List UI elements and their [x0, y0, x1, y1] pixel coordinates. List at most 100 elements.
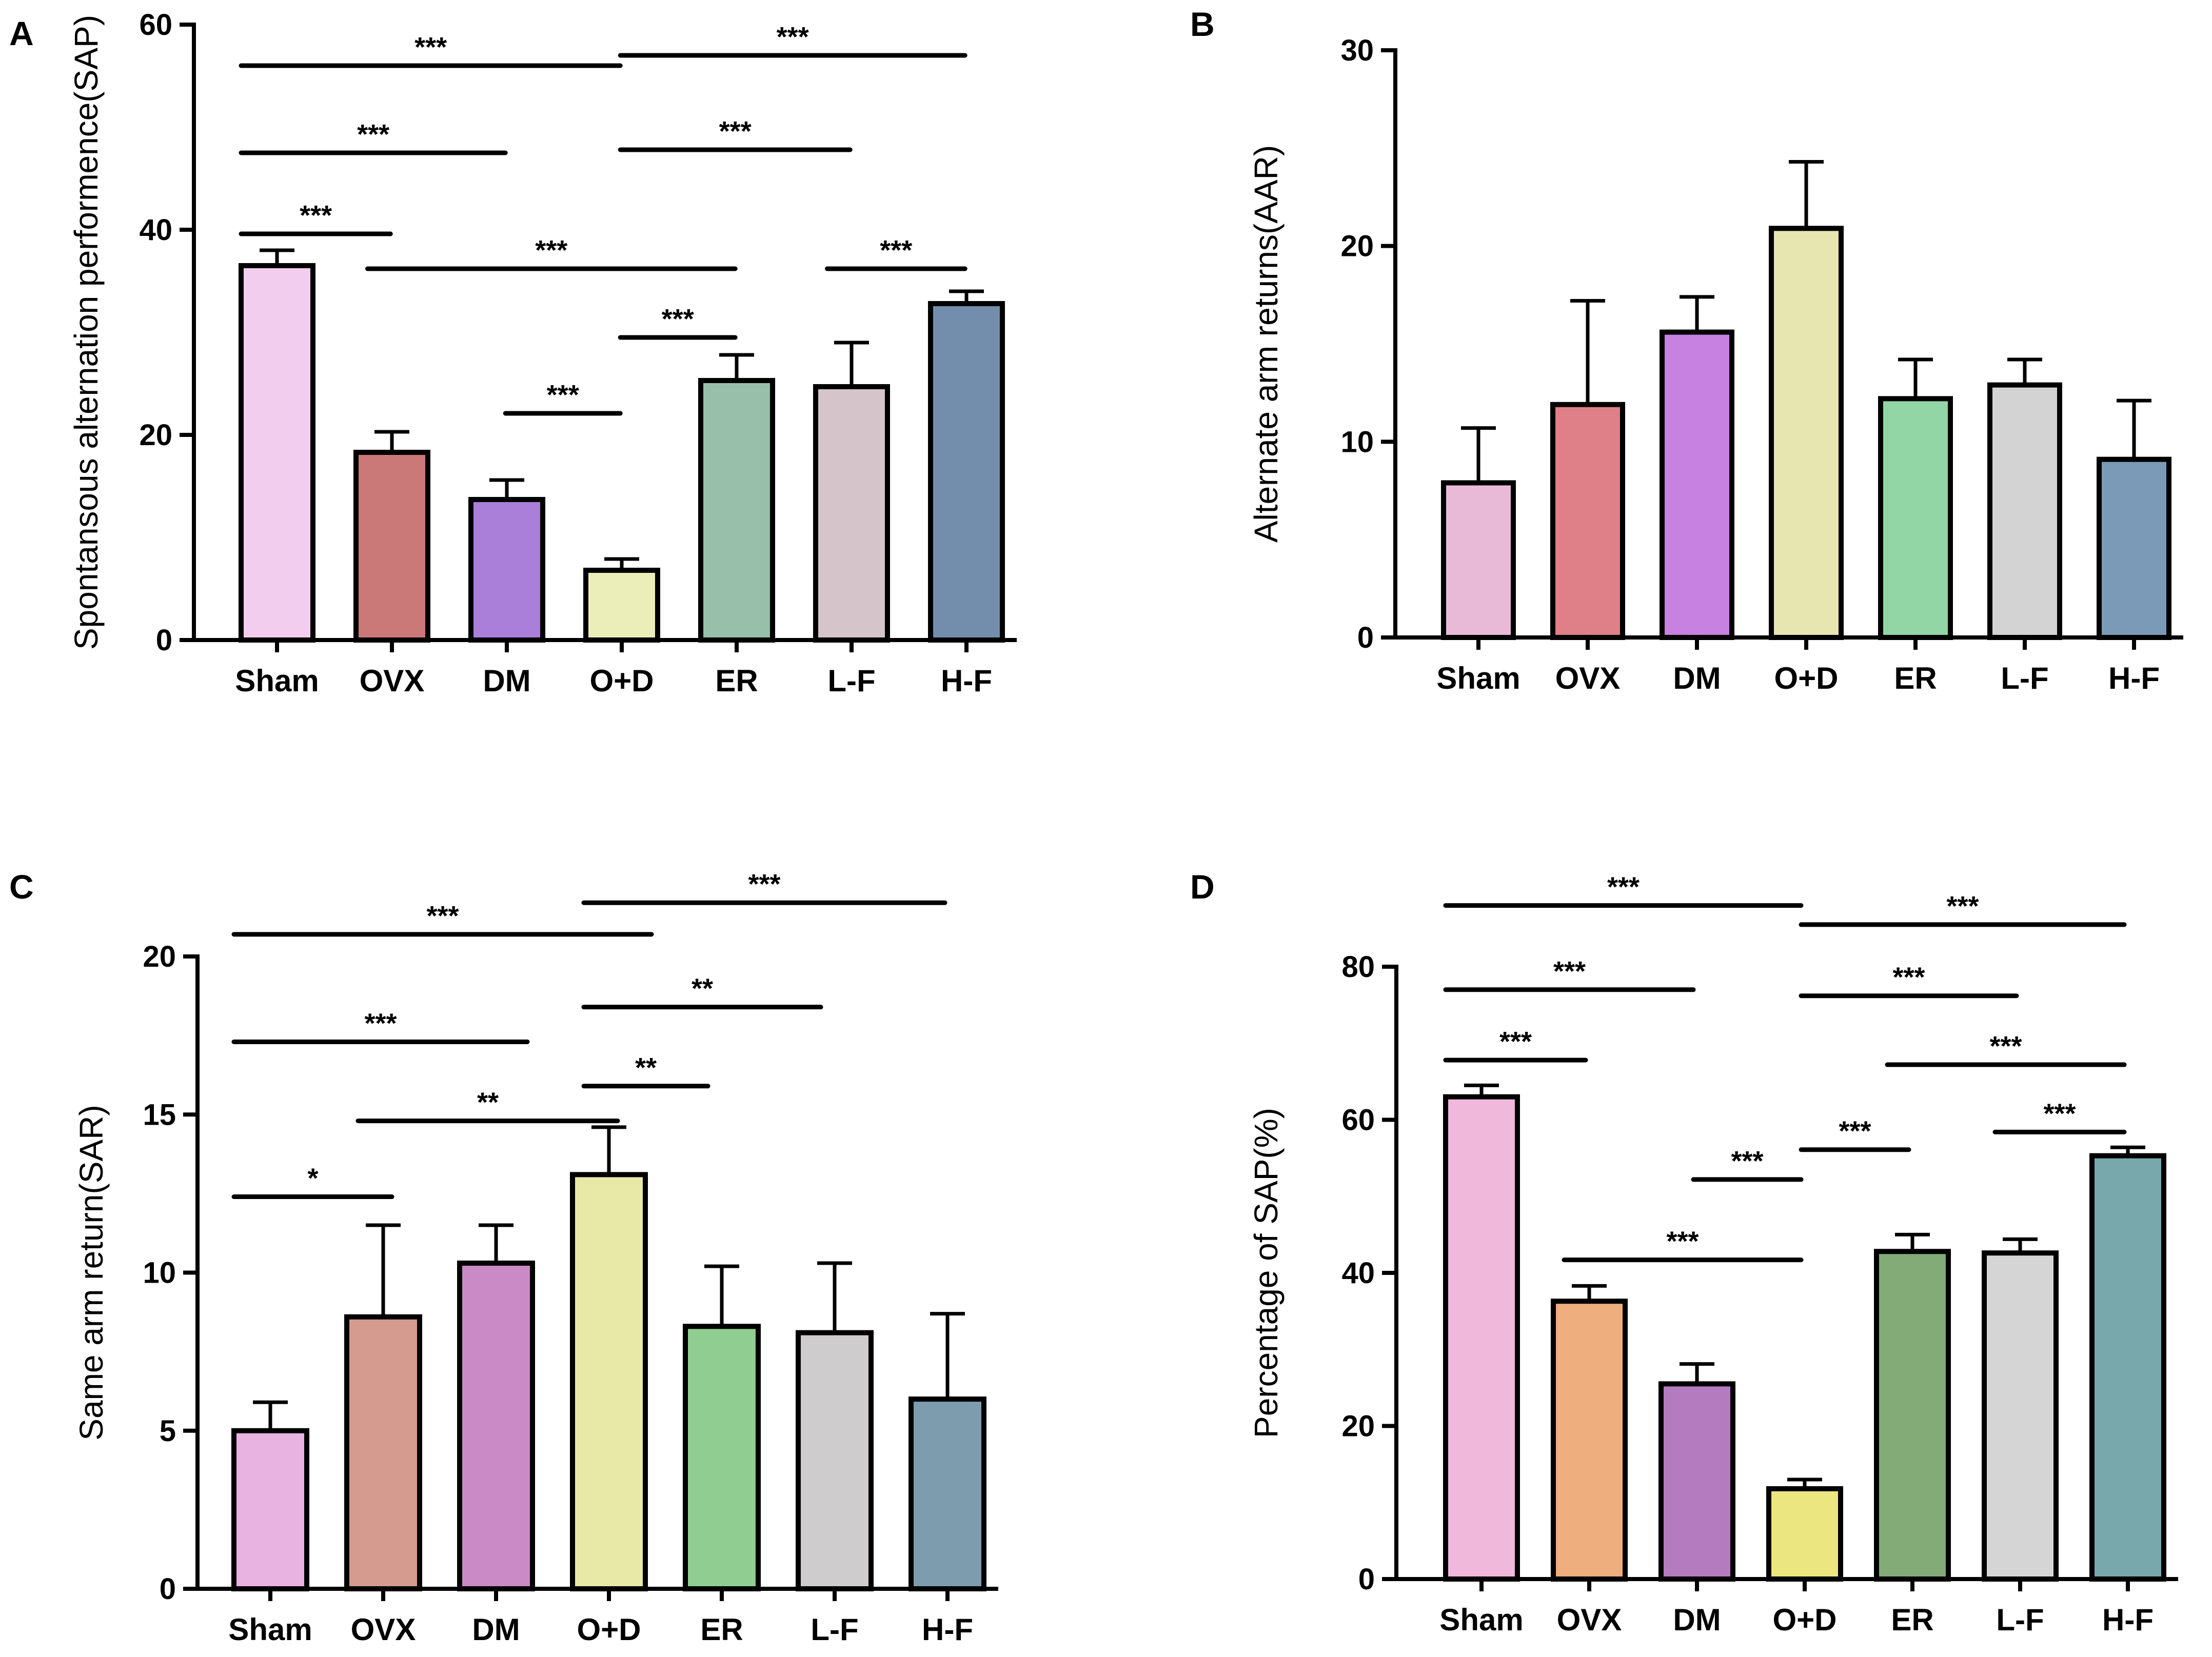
y-tick-label: 20: [139, 418, 172, 452]
x-tick-label: O+D: [1774, 661, 1838, 695]
panel-c: C Same arm return(SAR) 0 5 10 15 20 Sham OVX DM O+…: [9, 868, 998, 1647]
x-tick-label: L-F: [2001, 661, 2048, 695]
y-tick-label: 40: [1341, 1256, 1375, 1290]
y-tick-label: 80: [1341, 950, 1375, 984]
x-tick-label: L-F: [811, 1612, 858, 1647]
x-tick-label: H-F: [941, 664, 992, 698]
bar-o-d: [570, 1172, 648, 1591]
x-tick-label: DM: [1673, 1603, 1721, 1637]
bar-sham: [1441, 480, 1516, 640]
significance-label: ***: [777, 22, 809, 52]
bar-o-d: [1769, 226, 1844, 641]
significance-label: ***: [1607, 872, 1640, 903]
bar-dm: [1660, 329, 1734, 640]
bar-o-d: [1766, 1486, 1843, 1582]
bar-l-f: [813, 384, 890, 643]
significance-label: ***: [535, 235, 567, 266]
y-tick-label: 60: [1341, 1104, 1375, 1137]
x-tick-label: H-F: [2108, 661, 2160, 695]
y-tick-label: 20: [143, 940, 176, 973]
significance-label: ***: [1553, 956, 1586, 987]
panel-b: B Alternate arm returns(AAR) 0 10 20 30 Sham OV…: [1190, 5, 2183, 695]
significance-label: **: [692, 973, 713, 1004]
bar-ovx: [1550, 402, 1625, 640]
significance-label: ***: [880, 235, 912, 266]
x-tick-label: DM: [472, 1612, 520, 1647]
x-tick-label: ER: [715, 664, 758, 698]
x-tick-label: L-F: [1996, 1603, 2044, 1637]
significance-label: ***: [1499, 1026, 1532, 1057]
x-tick-label: O+D: [1772, 1603, 1836, 1637]
bar-dm: [468, 497, 545, 643]
y-tick-label: 15: [143, 1098, 176, 1131]
x-tick-label: ER: [1891, 1603, 1933, 1637]
significance-label: ***: [364, 1008, 397, 1039]
bar-er: [1874, 1249, 1951, 1582]
bar-er: [683, 1324, 761, 1591]
x-tick-label: ER: [700, 1612, 743, 1647]
panel-letter: D: [1190, 868, 1215, 906]
significance-label: ***: [1731, 1146, 1763, 1176]
significance-label: *: [307, 1163, 318, 1194]
bar-er: [1878, 396, 1953, 640]
bar-h-f: [2089, 1153, 2166, 1582]
significance-label: ***: [662, 304, 694, 334]
x-tick-label: H-F: [922, 1612, 973, 1647]
significance-label: ***: [547, 380, 579, 410]
significance-label: ***: [748, 869, 780, 900]
significance-label: ***: [1946, 891, 1979, 922]
bar-dm: [1658, 1381, 1735, 1582]
x-tick-label: Sham: [1439, 1603, 1523, 1637]
y-tick-label: 5: [160, 1414, 176, 1448]
bar-l-f: [1982, 1250, 2059, 1582]
significance-label: **: [477, 1087, 499, 1118]
y-tick-label: 20: [1341, 1410, 1375, 1443]
y-tick-label: 0: [156, 624, 172, 657]
y-tick-label: 60: [139, 8, 172, 42]
x-tick-label: Sham: [235, 664, 319, 698]
panel-letter: A: [9, 14, 34, 52]
bar-l-f: [796, 1330, 874, 1591]
significance-label: ***: [1989, 1031, 2022, 1062]
y-tick-label: 40: [139, 213, 172, 247]
x-tick-label: DM: [483, 664, 530, 698]
significance-label: ***: [414, 32, 447, 63]
bar-sham: [1443, 1094, 1520, 1582]
y-tick-label: 20: [1340, 230, 1374, 263]
y-axis-label: Alternate arm returns(AAR): [1248, 145, 1285, 543]
x-tick-label: OVX: [1557, 1603, 1622, 1637]
significance-label: ***: [719, 116, 752, 147]
y-tick-label: 10: [143, 1256, 176, 1290]
x-tick-label: H-F: [2102, 1603, 2154, 1637]
bar-er: [698, 378, 775, 643]
bar-dm: [457, 1261, 535, 1591]
bar-sham: [239, 263, 315, 643]
panel-letter: B: [1190, 5, 1215, 43]
bar-ovx: [344, 1314, 422, 1592]
bar-ovx: [1551, 1299, 1628, 1582]
x-tick-label: L-F: [827, 664, 875, 698]
bar-ovx: [353, 450, 430, 643]
panel-d: D Percentage of SAP(%) 0 20 40 60 80 Sham OVX DM O…: [1190, 868, 2178, 1637]
y-tick-label: 0: [160, 1572, 176, 1606]
significance-label: ***: [1666, 1226, 1698, 1257]
y-tick-label: 0: [1357, 621, 1374, 654]
panel-letter: C: [9, 868, 34, 906]
significance-label: ***: [300, 200, 332, 231]
bar-h-f: [928, 301, 1005, 643]
y-axis-label: Percentage of SAP(%): [1248, 1108, 1285, 1438]
x-tick-label: OVX: [351, 1612, 416, 1647]
x-tick-label: O+D: [589, 664, 654, 698]
significance-label: ***: [2043, 1098, 2076, 1129]
x-tick-label: OVX: [1555, 661, 1621, 695]
x-tick-label: Sham: [1436, 661, 1520, 695]
bar-o-d: [583, 568, 660, 643]
significance-label: ***: [426, 901, 459, 931]
y-axis-label: Same arm return(SAR): [73, 1105, 110, 1440]
bar-l-f: [1987, 382, 2062, 641]
significance-label: **: [635, 1052, 657, 1083]
y-tick-label: 30: [1340, 34, 1374, 67]
x-tick-label: OVX: [360, 664, 425, 698]
y-tick-label: 0: [1358, 1563, 1375, 1596]
